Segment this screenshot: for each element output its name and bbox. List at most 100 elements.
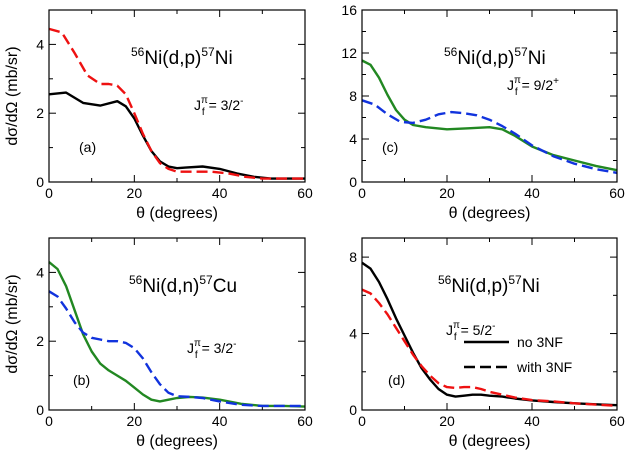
- y-tick-label: 2: [36, 333, 44, 349]
- x-tick-label: 40: [524, 185, 540, 201]
- x-axis-label: θ (degrees): [449, 433, 531, 450]
- parity-sign: -: [492, 321, 495, 332]
- mass-number: 56: [438, 273, 452, 287]
- y-tick-label: 4: [36, 36, 44, 52]
- spin-parity-label: Jπ f = 3/2-: [187, 338, 236, 361]
- x-axis-label: θ (degrees): [136, 433, 218, 450]
- x-tick-label: 0: [45, 413, 53, 429]
- y-tick-label: 8: [349, 249, 357, 265]
- mass-number: 56: [131, 45, 145, 59]
- spin-parity-label: Jπ f = 5/2-: [446, 320, 495, 343]
- mass-number: 57: [508, 273, 522, 287]
- reaction-text: Ni(d,p): [144, 48, 201, 69]
- plot-frame: [361, 237, 618, 411]
- series-line-2: [361, 288, 618, 407]
- reaction-text: Ni(d,n): [142, 276, 199, 297]
- series-line-1: [48, 261, 306, 408]
- panel-label: (c): [382, 139, 398, 155]
- reaction-text: Ni: [215, 48, 233, 69]
- x-tick-label: 20: [127, 413, 143, 429]
- y-tick-label: 0: [349, 174, 357, 190]
- spin-value: = 3/2: [205, 97, 241, 113]
- parity-sign: +: [553, 76, 559, 87]
- panel-label: (d): [388, 372, 405, 388]
- series-line-1: [361, 59, 618, 172]
- x-tick-label: 0: [358, 185, 366, 201]
- j-symbol: J: [194, 97, 201, 113]
- y-tick-label: 2: [36, 105, 44, 121]
- y-tick-label: 4: [349, 131, 357, 147]
- y-tick-label: 16: [341, 2, 357, 18]
- reaction-label: 56Ni(d,p)57Ni: [438, 273, 540, 297]
- legend-label: with 3NF: [516, 359, 572, 375]
- y-tick-label: 0: [349, 402, 357, 418]
- reaction-text: Ni(d,p): [451, 276, 508, 297]
- series-line-1: [48, 91, 305, 180]
- j-symbol: J: [446, 322, 453, 338]
- mass-number: 57: [514, 45, 528, 59]
- pi-superscript: π: [194, 338, 201, 349]
- y-tick-label: 8: [349, 88, 357, 104]
- f-subscript: f: [454, 332, 457, 343]
- series-line-2: [48, 290, 305, 408]
- panel-label: (b): [73, 372, 90, 388]
- panel-label: (a): [79, 139, 96, 155]
- pi-superscript: π: [201, 95, 208, 106]
- mass-number: 56: [129, 273, 143, 287]
- spin-value: = 5/2: [457, 322, 493, 338]
- legend-label: no 3NF: [517, 334, 563, 350]
- reaction-text: Cu: [213, 276, 237, 297]
- x-tick-label: 0: [358, 413, 366, 429]
- parity-sign: -: [233, 339, 236, 350]
- x-tick-label: 60: [609, 413, 625, 429]
- y-axis-label: dσ/dΩ (mb/sr): [4, 274, 21, 373]
- j-symbol: J: [187, 340, 194, 356]
- spin-parity-label: Jπ f = 3/2-: [194, 95, 243, 118]
- x-tick-label: 20: [439, 413, 455, 429]
- x-tick-label: 40: [212, 413, 228, 429]
- plot-frame: [48, 237, 306, 411]
- y-tick-label: 4: [349, 326, 357, 342]
- series-line-2: [48, 27, 305, 180]
- x-tick-label: 0: [45, 185, 53, 201]
- mass-number: 57: [201, 45, 215, 59]
- plot-frame: [361, 9, 618, 183]
- parity-sign: -: [240, 96, 243, 107]
- x-axis-label: θ (degrees): [136, 205, 218, 222]
- pi-superscript: π: [514, 75, 521, 86]
- series-line-2: [361, 99, 618, 175]
- y-tick-label: 0: [36, 402, 44, 418]
- reaction-label: 56Ni(d,p)57Ni: [444, 45, 546, 69]
- spin-value: = 9/2: [518, 77, 554, 93]
- reaction-text: Ni(d,p): [457, 48, 514, 69]
- reaction-text: Ni: [522, 276, 540, 297]
- f-subscript: f: [202, 107, 205, 118]
- x-tick-label: 40: [524, 413, 540, 429]
- reaction-label: 56Ni(d,p)57Ni: [131, 45, 233, 69]
- plot-frame: [48, 9, 306, 183]
- j-symbol: J: [507, 77, 514, 93]
- f-subscript: f: [515, 87, 518, 98]
- reaction-label: 56Ni(d,n)57Cu: [129, 273, 237, 297]
- mass-number: 56: [444, 45, 458, 59]
- chart-panel-1: 0 20 40 60 0 2 4 θ (degrees) dσ/dΩ (mb/sr) 56Ni(d…: [4, 9, 313, 222]
- chart-panel-2: 0 20 40 60 0 4 8 12 16 θ (degrees) 56Ni(d,p)57Ni Jπ…: [341, 2, 625, 222]
- x-tick-label: 20: [127, 185, 143, 201]
- mass-number: 57: [199, 273, 213, 287]
- y-tick-label: 12: [341, 45, 357, 61]
- x-tick-label: 60: [297, 413, 313, 429]
- spin-value: = 3/2: [198, 340, 234, 356]
- y-tick-label: 4: [36, 264, 44, 280]
- x-axis-label: θ (degrees): [449, 205, 531, 222]
- x-tick-label: 20: [439, 185, 455, 201]
- spin-parity-label: Jπ f = 9/2+: [507, 75, 559, 98]
- x-tick-label: 60: [297, 185, 313, 201]
- chart-panel-3: 0 20 40 60 0 2 4 θ (degrees) dσ/dΩ (mb/sr) 56Ni(d…: [4, 237, 313, 450]
- x-tick-label: 40: [212, 185, 228, 201]
- chart-panel-4: 0 20 40 60 0 4 8 θ (degrees) 56Ni(d,p)57Ni Jπ f = …: [349, 237, 625, 450]
- reaction-text: Ni: [528, 48, 546, 69]
- y-axis-label: dσ/dΩ (mb/sr): [4, 46, 21, 145]
- f-subscript: f: [195, 350, 198, 361]
- pi-superscript: π: [453, 320, 460, 331]
